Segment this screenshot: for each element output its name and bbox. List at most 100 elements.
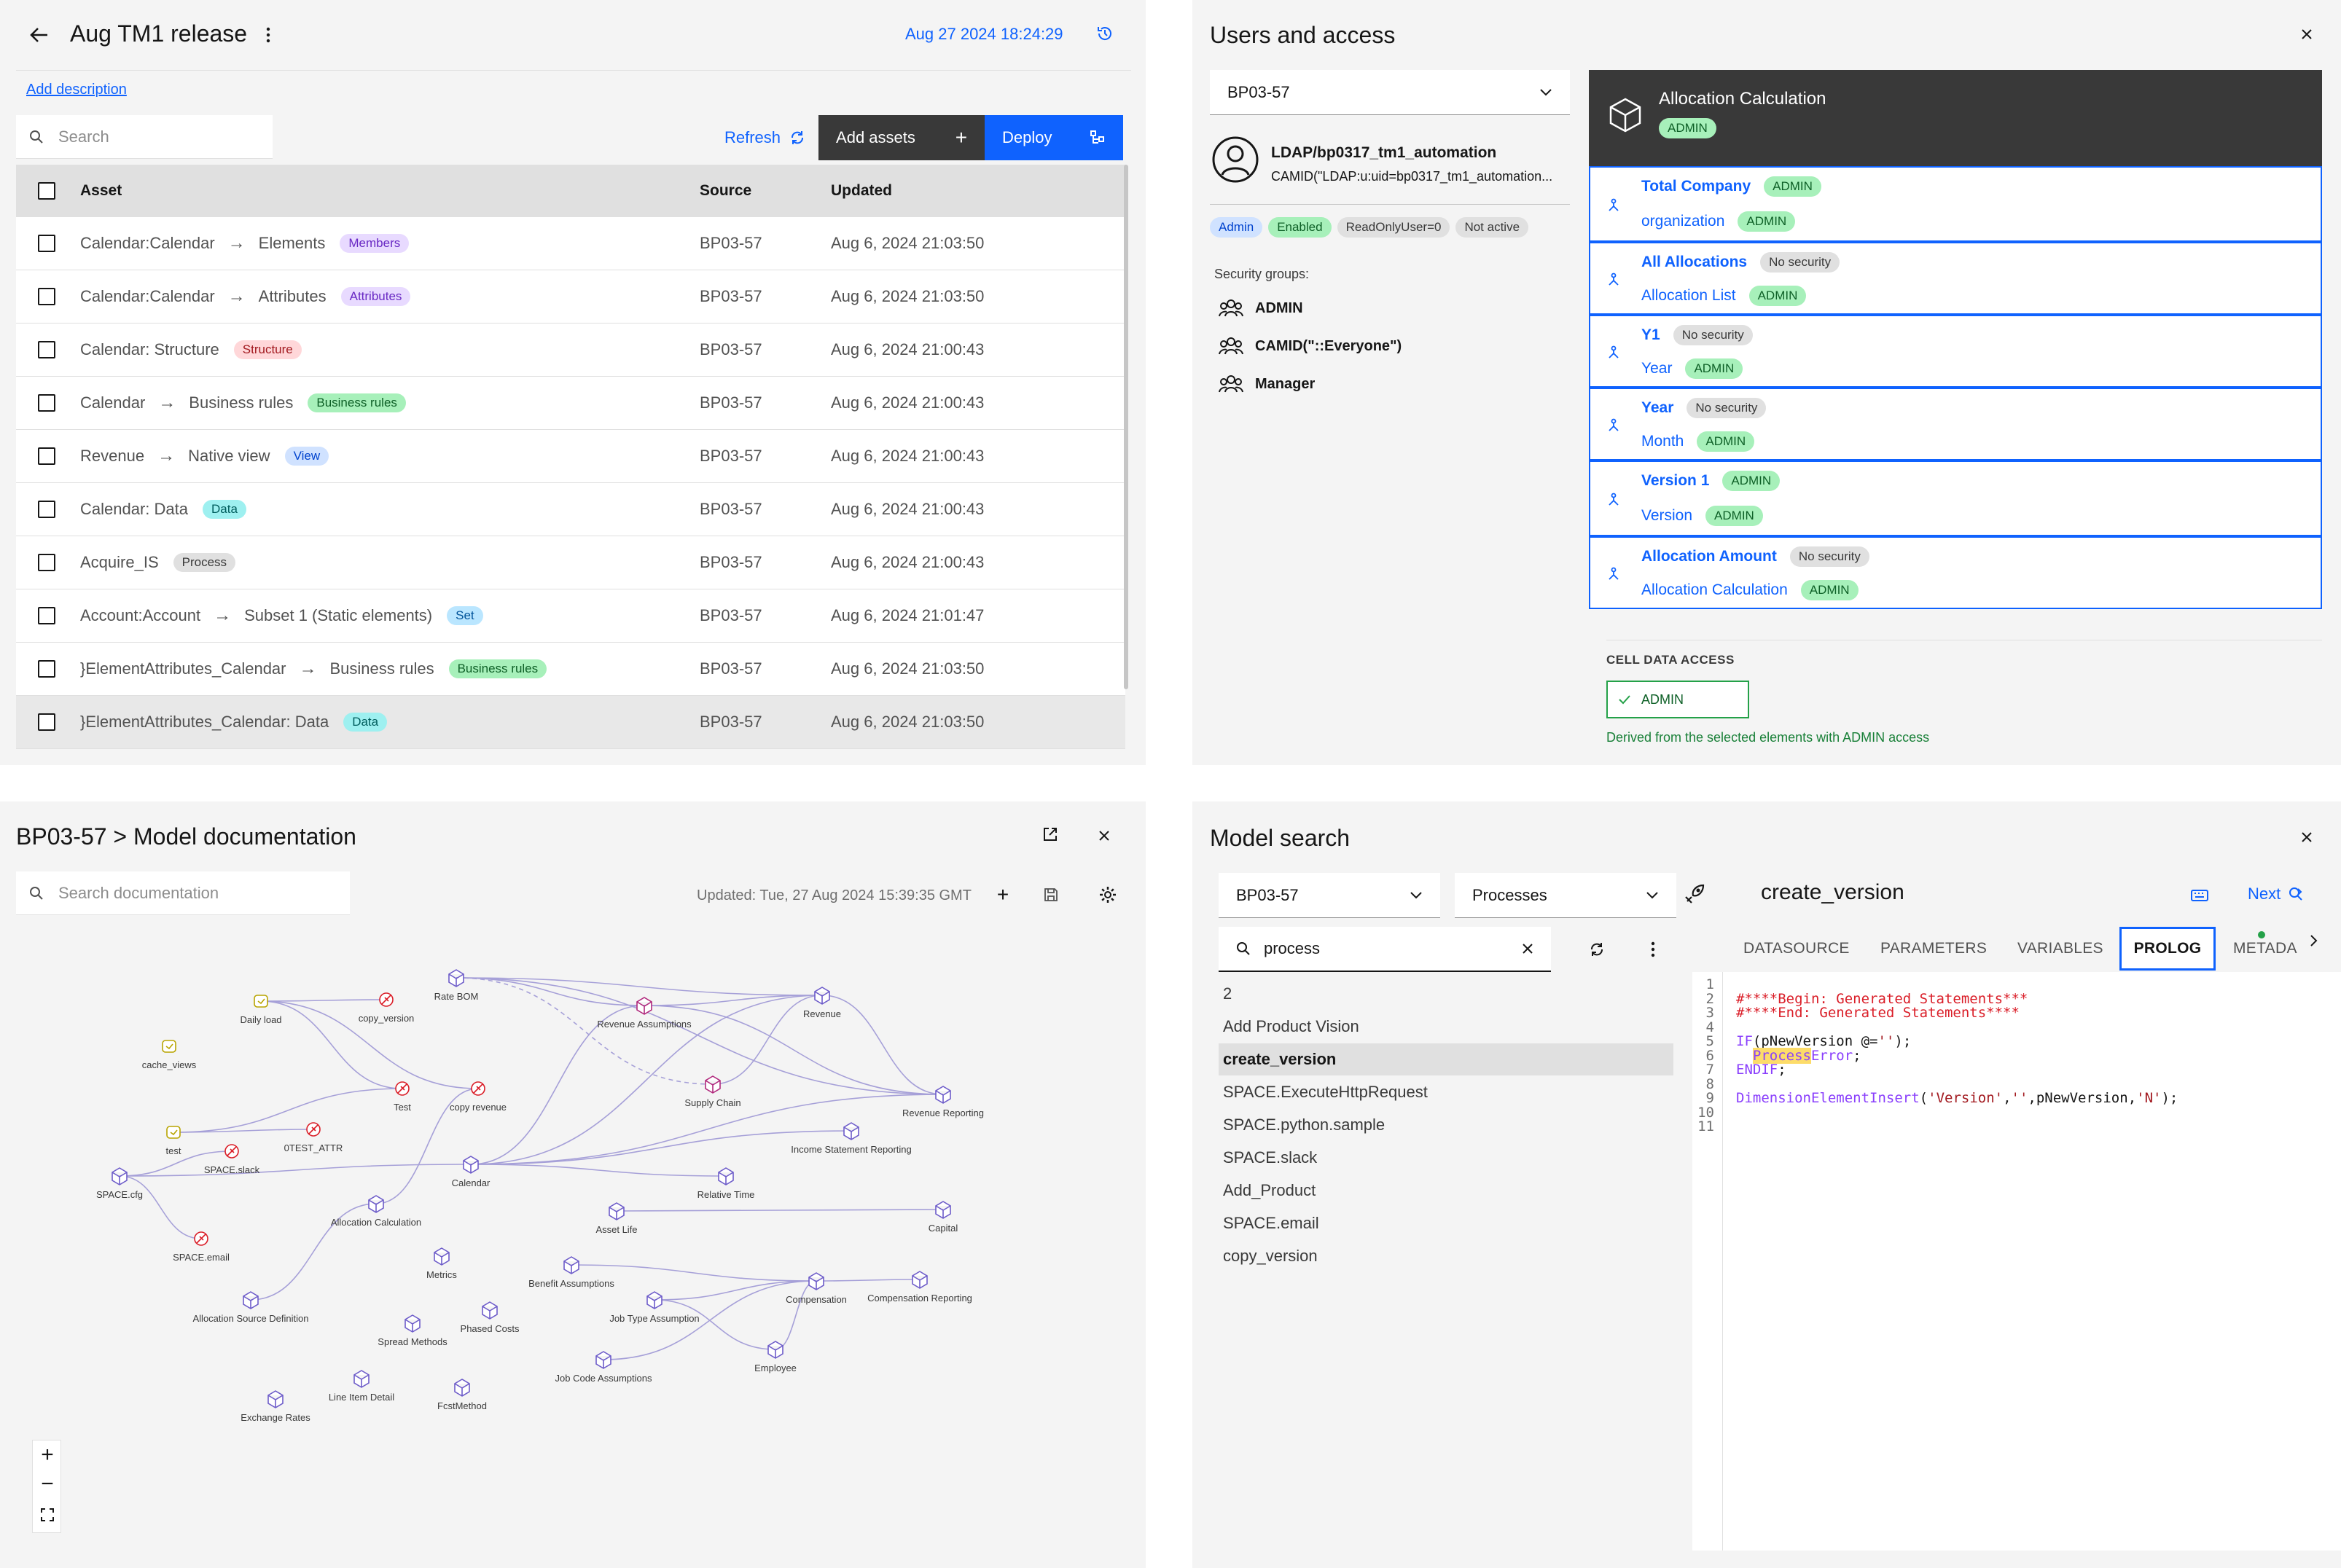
type-dropdown[interactable]: Processes (1455, 873, 1676, 918)
element-row[interactable]: Y1 No security Year ADMIN (1589, 315, 2322, 388)
add-assets-button[interactable]: Add assets + (818, 115, 985, 160)
overflow-menu-icon[interactable] (259, 22, 277, 48)
table-row[interactable]: Calendar: Data Data BP03-57 Aug 6, 2024 2… (16, 483, 1125, 536)
graph-node-process[interactable]: Test (394, 1081, 411, 1113)
graph-node-cube[interactable]: Job Type Assumption (609, 1291, 700, 1324)
zoom-in-button[interactable]: + (41, 1443, 54, 1467)
graph-node-cube[interactable]: Phased Costs (461, 1301, 520, 1334)
chevron-right-icon[interactable] (2303, 930, 2325, 952)
graph-node-cube[interactable]: Relative Time (697, 1167, 755, 1200)
result-item[interactable]: SPACE.slack (1223, 1148, 1318, 1167)
element-row[interactable]: Version 1 ADMIN Version ADMIN (1589, 460, 2322, 536)
close-icon[interactable] (1093, 825, 1115, 847)
security-group-item[interactable]: ADMIN (1219, 297, 1589, 319)
graph-node-cube[interactable]: Allocation Calculation (331, 1195, 421, 1228)
dependency-graph[interactable]: Rate BOM Daily load copy_version cache_view… (0, 911, 1146, 1567)
graph-node-process[interactable]: 0TEST_ATTR (284, 1122, 343, 1153)
keyboard-icon[interactable] (2189, 887, 2210, 903)
result-item[interactable]: Add_Product (1223, 1181, 1316, 1199)
graph-node-cube[interactable]: Exchange Rates (241, 1390, 310, 1423)
row-checkbox[interactable] (38, 447, 55, 465)
element-row[interactable]: Total Company ADMIN organization ADMIN (1589, 166, 2322, 242)
refresh-icon[interactable] (1586, 938, 1608, 960)
result-item[interactable]: 2 (1223, 984, 1232, 1003)
result-item[interactable]: SPACE.ExecuteHttpRequest (1223, 1083, 1428, 1101)
graph-node-process[interactable]: SPACE.email (173, 1231, 230, 1263)
row-checkbox[interactable] (38, 235, 55, 252)
refresh-button[interactable]: Refresh (711, 115, 818, 160)
graph-node-cube[interactable]: Revenue Assumptions (597, 997, 692, 1030)
graph-node-chore[interactable]: test (166, 1126, 181, 1156)
graph-node-cube[interactable]: Compensation (786, 1272, 847, 1305)
overflow-menu-icon[interactable] (1644, 938, 1662, 960)
security-group-item[interactable]: CAMID("::Everyone") (1219, 335, 1589, 357)
table-row[interactable]: Calendar → Business rules Business rules BP… (16, 377, 1125, 430)
graph-node-cube[interactable]: SPACE.cfg (96, 1167, 143, 1200)
graph-node-cube[interactable]: Allocation Source Definition (193, 1291, 309, 1324)
graph-node-process[interactable]: copy_version (359, 992, 415, 1024)
server-dropdown[interactable]: BP03-57 (1210, 70, 1570, 115)
graph-node-cube[interactable]: Income Statement Reporting (791, 1122, 912, 1155)
result-item[interactable]: SPACE.email (1223, 1214, 1319, 1232)
graph-node-chore[interactable]: Daily load (240, 995, 282, 1025)
graph-node-cube[interactable]: Benefit Assumptions (528, 1256, 614, 1289)
graph-node-cube[interactable]: Metrics (426, 1247, 457, 1280)
result-item[interactable]: create_version (1219, 1043, 1673, 1075)
element-row[interactable]: All Allocations No security Allocation Li… (1589, 242, 2322, 315)
graph-node-process[interactable]: copy revenue (450, 1081, 507, 1113)
graph-node-cube[interactable]: Revenue Reporting (902, 1086, 984, 1118)
graph-node-cube[interactable]: Asset Life (595, 1202, 638, 1235)
graph-node-cube[interactable]: Job Code Assumptions (555, 1351, 652, 1384)
graph-node-cube[interactable]: Calendar (452, 1156, 491, 1188)
graph-node-chore[interactable]: cache_views (142, 1040, 197, 1070)
table-row[interactable]: Account:Account → Subset 1 (Static element… (16, 589, 1125, 643)
row-checkbox[interactable] (38, 660, 55, 678)
close-icon[interactable] (2296, 23, 2318, 45)
graph-node-cube[interactable]: Rate BOM (434, 969, 479, 1002)
fit-view-button[interactable] (33, 1500, 62, 1529)
launch-icon[interactable] (1039, 823, 1061, 845)
zoom-out-button[interactable]: − (41, 1472, 54, 1496)
next-button[interactable]: Next (2248, 885, 2304, 903)
row-checkbox[interactable] (38, 288, 55, 305)
graph-node-cube[interactable]: Revenue (803, 987, 841, 1019)
row-checkbox[interactable] (38, 713, 55, 731)
tab-datasource[interactable]: DATASOURCE (1743, 940, 1850, 957)
table-scrollbar[interactable] (1124, 165, 1128, 689)
graph-node-cube[interactable]: Compensation Reporting (867, 1271, 972, 1304)
table-row[interactable]: Calendar: Structure Structure BP03-57 Aug… (16, 324, 1125, 377)
asset-search-input[interactable]: Search (16, 115, 273, 159)
result-item[interactable]: Add Product Vision (1223, 1017, 1359, 1035)
graph-node-cube[interactable]: Employee (754, 1341, 797, 1373)
table-row[interactable]: Calendar:Calendar → Elements Members BP03-5… (16, 217, 1125, 270)
table-row[interactable]: Revenue → Native view View BP03-57 Aug 6, 2… (16, 430, 1125, 483)
graph-node-process[interactable]: SPACE.slack (204, 1144, 260, 1175)
graph-node-cube[interactable]: Capital (929, 1201, 958, 1234)
row-checkbox[interactable] (38, 501, 55, 518)
result-item[interactable]: copy_version (1223, 1247, 1318, 1265)
table-row[interactable]: Acquire_IS Process BP03-57 Aug 6, 2024 21… (16, 536, 1125, 589)
row-checkbox[interactable] (38, 554, 55, 571)
row-checkbox[interactable] (38, 341, 55, 358)
graph-node-cube[interactable]: FcstMethod (437, 1379, 487, 1411)
code-editor[interactable]: 1 2 3 4 5 6 7 8 9 10 11 #****Begin: Generated Stat… (1692, 972, 2341, 1551)
server-dropdown[interactable]: BP03-57 (1219, 873, 1440, 918)
deploy-button[interactable]: Deploy (985, 115, 1124, 160)
graph-node-cube[interactable]: Line Item Detail (329, 1370, 394, 1403)
add-icon[interactable]: + (996, 883, 1009, 906)
table-row[interactable]: Calendar:Calendar → Attributes Attributes B… (16, 270, 1125, 324)
security-group-item[interactable]: Manager (1219, 373, 1589, 395)
close-icon[interactable] (2296, 826, 2318, 848)
graph-node-cube[interactable]: Spread Methods (378, 1314, 448, 1347)
table-row[interactable]: }ElementAttributes_Calendar: Data Data BP… (16, 696, 1125, 749)
element-row[interactable]: Year No security Month ADMIN (1589, 388, 2322, 460)
tab-variables[interactable]: VARIABLES (2017, 940, 2103, 957)
table-row[interactable]: }ElementAttributes_Calendar → Business rul… (16, 643, 1125, 696)
history-icon[interactable] (1093, 22, 1117, 45)
tab-prolog[interactable]: PROLOG (2119, 927, 2216, 971)
row-checkbox[interactable] (38, 607, 55, 624)
graph-node-cube[interactable]: Supply Chain (684, 1075, 741, 1108)
tab-parameters[interactable]: PARAMETERS (1880, 940, 1988, 957)
row-checkbox[interactable] (38, 394, 55, 412)
add-description-link[interactable]: Add description (26, 82, 127, 98)
